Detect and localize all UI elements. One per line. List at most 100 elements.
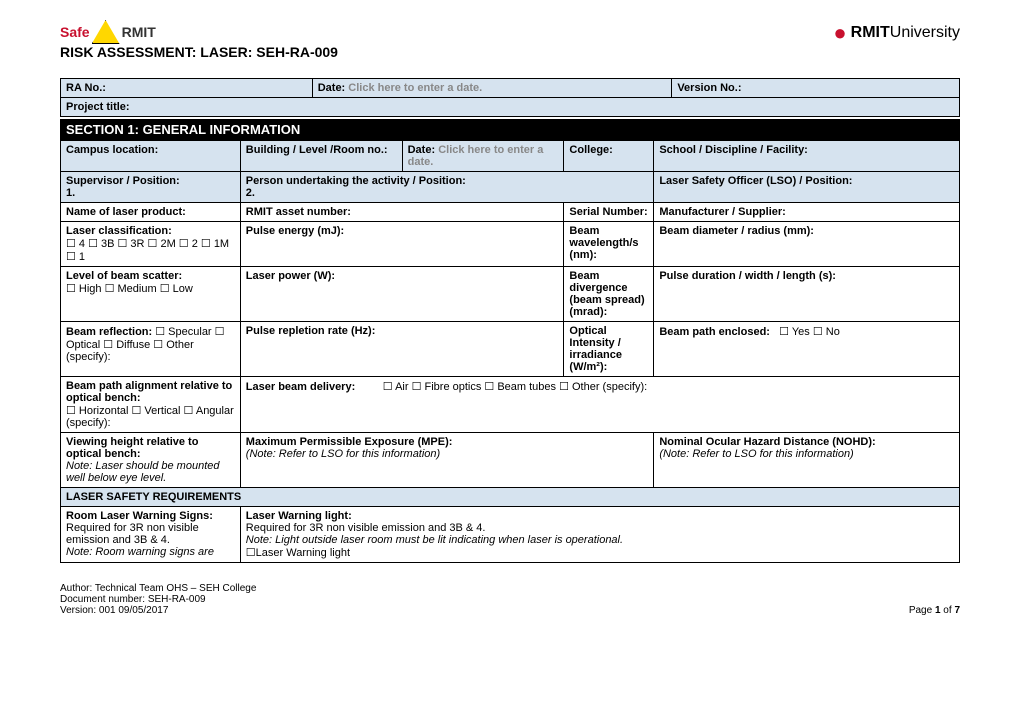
beam-divergence-cell[interactable]: Beam divergence (beam spread) (mrad): [564, 267, 654, 322]
room-warning-text: Required for 3R non visible emission and… [66, 522, 235, 546]
safe-label: Safe [60, 24, 90, 40]
manufacturer-label: Manufacturer / Supplier: [659, 206, 786, 218]
header-left: Safe RMIT RISK ASSESSMENT: LASER: SEH-RA… [60, 20, 338, 70]
warning-light-note: Note: Light outside laser room must be l… [246, 534, 954, 546]
version-no-label: Version No.: [672, 79, 960, 98]
page-header: Safe RMIT RISK ASSESSMENT: LASER: SEH-RA… [60, 20, 960, 70]
rmit-label: RMIT [122, 24, 156, 40]
date-label: Date: [318, 82, 346, 94]
beam-reflection-label: Beam reflection: [66, 326, 152, 338]
campus-location-label[interactable]: Campus location: [61, 141, 241, 172]
nohd-note: (Note: Refer to LSO for this information… [659, 448, 954, 460]
safety-requirements-header: LASER SAFETY REQUIREMENTS [61, 488, 960, 507]
page-of: of [941, 605, 955, 616]
optical-intensity-cell[interactable]: Optical Intensity / irradiance (W/m²): [564, 322, 654, 377]
college-label[interactable]: College: [564, 141, 654, 172]
serial-number-cell[interactable]: Serial Number: [564, 203, 654, 222]
beam-reflection-cell[interactable]: Beam reflection: ☐ Specular ☐ Optical ☐ … [61, 322, 241, 377]
supervisor-cell[interactable]: Supervisor / Position: 1. [61, 172, 241, 203]
laser-class-options: ☐ 4 ☐ 3B ☐ 3R ☐ 2M ☐ 2 ☐ 1M ☐ 1 [66, 237, 235, 263]
supervisor-label: Supervisor / Position: [66, 175, 235, 187]
pulse-repetition-label: Pulse repletion rate (Hz): [246, 325, 376, 337]
room-warning-cell[interactable]: Room Laser Warning Signs: Required for 3… [61, 507, 241, 563]
mpe-label: Maximum Permissible Exposure (MPE): [246, 436, 649, 448]
beam-path-enclosed-label: Beam path enclosed: [659, 326, 770, 338]
warning-light-text: Required for 3R non visible emission and… [246, 522, 954, 534]
beam-wavelength-label: Beam wavelength/s (nm): [569, 225, 638, 261]
warning-light-checkbox: ☐Laser Warning light [246, 546, 954, 559]
beam-divergence-label: Beam divergence (beam spread) (mrad): [569, 270, 644, 318]
beam-alignment-cell[interactable]: Beam path alignment relative to optical … [61, 377, 241, 433]
laser-class-cell[interactable]: Laser classification: ☐ 4 ☐ 3B ☐ 3R ☐ 2M… [61, 222, 241, 267]
date-placeholder: Click here to enter a date. [348, 82, 482, 94]
mpe-note: (Note: Refer to LSO for this information… [246, 448, 649, 460]
rmit-dot-icon: ● [833, 20, 846, 46]
pulse-duration-label: Pulse duration / width / length (s): [659, 270, 836, 282]
footer-docnum: Document number: SEH-RA-009 [60, 594, 960, 605]
school-discipline-label[interactable]: School / Discipline / Facility: [654, 141, 960, 172]
nohd-cell[interactable]: Nominal Ocular Hazard Distance (NOHD): (… [654, 433, 960, 488]
pulse-energy-cell[interactable]: Pulse energy (mJ): [240, 222, 564, 267]
beam-alignment-label: Beam path alignment relative to optical … [66, 380, 232, 404]
viewing-height-label: Viewing height relative to optical bench… [66, 436, 235, 460]
room-warning-note: Note: Room warning signs are [66, 546, 235, 558]
document-title: RISK ASSESSMENT: LASER: SEH-RA-009 [60, 44, 338, 60]
beam-diameter-cell[interactable]: Beam diameter / radius (mm): [654, 222, 960, 267]
s1-date-cell[interactable]: Date: Click here to enter a date. [402, 141, 564, 172]
date-cell[interactable]: Date: Click here to enter a date. [312, 79, 672, 98]
serial-number-label: Serial Number: [569, 206, 647, 218]
page-footer: Author: Technical Team OHS – SEH College… [60, 583, 960, 616]
rmit-logo-bold: RMIT [851, 24, 890, 41]
laser-power-label: Laser power (W): [246, 270, 335, 282]
beam-path-enclosed-options: ☐ Yes ☐ No [779, 326, 840, 338]
person-cell[interactable]: Person undertaking the activity / Positi… [240, 172, 654, 203]
warning-light-cell[interactable]: Laser Warning light: Required for 3R non… [240, 507, 959, 563]
laser-power-cell[interactable]: Laser power (W): [240, 267, 564, 322]
person-value: 2. [246, 187, 649, 199]
laser-class-label: Laser classification: [66, 225, 235, 237]
warning-light-label: Laser Warning light: [246, 510, 954, 522]
page-label: Page [909, 605, 935, 616]
pulse-repetition-cell[interactable]: Pulse repletion rate (Hz): [240, 322, 564, 377]
ra-no-label: RA No.: [61, 79, 313, 98]
rmit-asset-label: RMIT asset number: [246, 206, 351, 218]
beam-path-enclosed-cell[interactable]: Beam path enclosed: ☐ Yes ☐ No [654, 322, 960, 377]
beam-scatter-options: ☐ High ☐ Medium ☐ Low [66, 282, 235, 295]
page-total: 7 [954, 605, 960, 616]
beam-scatter-label: Level of beam scatter: [66, 270, 182, 282]
beam-delivery-label: Laser beam delivery: [246, 381, 355, 393]
safe-rmit-logo: Safe RMIT [60, 20, 338, 44]
laser-product-label: Name of laser product: [66, 206, 186, 218]
building-level-label[interactable]: Building / Level /Room no.: [240, 141, 402, 172]
mpe-cell[interactable]: Maximum Permissible Exposure (MPE): (Not… [240, 433, 654, 488]
person-label: Person undertaking the activity / Positi… [246, 175, 649, 187]
beam-alignment-options: ☐ Horizontal ☐ Vertical ☐ Angular (speci… [66, 404, 235, 429]
beam-scatter-cell[interactable]: Level of beam scatter: ☐ High ☐ Medium ☐… [61, 267, 241, 322]
pulse-energy-label: Pulse energy (mJ): [246, 225, 344, 237]
project-title-label[interactable]: Project title: [61, 98, 960, 117]
room-warning-label: Room Laser Warning Signs: [66, 510, 235, 522]
footer-page: Page 1 of 7 [909, 605, 960, 616]
pulse-duration-cell[interactable]: Pulse duration / width / length (s): [654, 267, 960, 322]
beam-wavelength-cell[interactable]: Beam wavelength/s (nm): [564, 222, 654, 267]
laser-warning-icon [92, 20, 120, 44]
footer-version: Version: 001 09/05/2017 [60, 605, 168, 616]
viewing-height-cell[interactable]: Viewing height relative to optical bench… [61, 433, 241, 488]
supervisor-value: 1. [66, 187, 235, 199]
manufacturer-cell[interactable]: Manufacturer / Supplier: [654, 203, 960, 222]
nohd-label: Nominal Ocular Hazard Distance (NOHD): [659, 436, 954, 448]
laser-product-cell[interactable]: Name of laser product: [61, 203, 241, 222]
rmit-logo-light: University [890, 24, 960, 41]
beam-delivery-cell[interactable]: Laser beam delivery: ☐ Air ☐ Fibre optic… [240, 377, 959, 433]
optical-intensity-label: Optical Intensity / irradiance (W/m²): [569, 325, 622, 373]
rmit-asset-cell[interactable]: RMIT asset number: [240, 203, 564, 222]
section1-table: Campus location: Building / Level /Room … [60, 140, 960, 563]
beam-delivery-options: ☐ Air ☐ Fibre optics ☐ Beam tubes ☐ Othe… [383, 381, 647, 393]
beam-diameter-label: Beam diameter / radius (mm): [659, 225, 814, 237]
lso-label[interactable]: Laser Safety Officer (LSO) / Position: [654, 172, 960, 203]
footer-author: Author: Technical Team OHS – SEH College [60, 583, 960, 594]
rmit-university-logo: ● RMITUniversity [833, 20, 960, 46]
s1-date-label: Date: [408, 144, 436, 156]
section1-header: SECTION 1: GENERAL INFORMATION [60, 119, 960, 140]
top-info-table: RA No.: Date: Click here to enter a date… [60, 78, 960, 117]
